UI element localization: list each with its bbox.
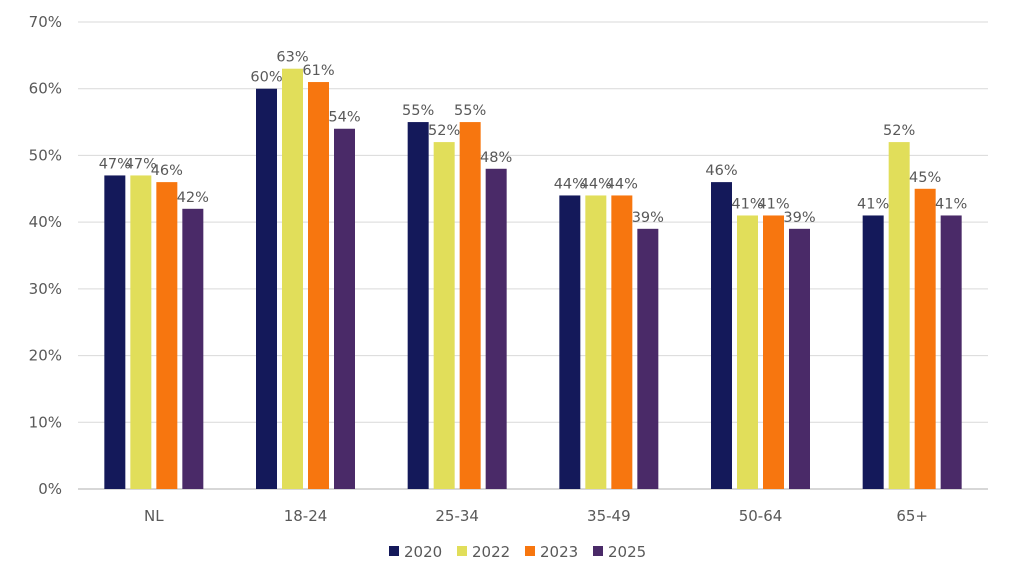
bar-2020-NL [104, 175, 126, 489]
bar-2025-25-34 [485, 168, 507, 489]
bar-2022-NL [130, 175, 152, 489]
data-label: 39% [783, 210, 815, 226]
data-label: 63% [276, 50, 308, 66]
x-tick-label: 65+ [896, 507, 928, 525]
legend-swatch [593, 546, 603, 556]
y-tick-label: 0% [38, 480, 62, 498]
bar-2020-18-24 [256, 88, 277, 489]
y-tick-label: 20% [29, 347, 62, 365]
x-tick-label: 50-64 [739, 507, 783, 525]
data-label: 55% [402, 103, 434, 119]
data-label: 52% [883, 123, 915, 139]
bar-2025-65+ [940, 215, 962, 489]
data-label: 52% [428, 123, 460, 139]
legend: 2020 2022 2023 2025 [389, 543, 646, 561]
y-tick-label: 10% [29, 413, 62, 431]
data-label: 44% [554, 176, 586, 192]
legend-swatch [389, 546, 399, 556]
x-tick-label: 18-24 [284, 507, 328, 525]
bar-2020-50-64 [711, 182, 732, 489]
data-label: 41% [857, 196, 889, 212]
legend-swatch [457, 546, 467, 556]
bar-2023-65+ [914, 188, 936, 490]
data-label: 42% [177, 190, 209, 206]
bars [104, 68, 962, 490]
y-tick-label: 40% [29, 213, 62, 231]
y-tick-label: 50% [29, 146, 62, 164]
data-label: 41% [935, 196, 967, 212]
data-label: 54% [328, 110, 360, 126]
bar-2023-NL [156, 182, 178, 489]
bar-2025-35-49 [637, 228, 659, 490]
legend-swatch [525, 546, 535, 556]
bar-2023-25-34 [459, 122, 481, 490]
legend-item-2023: 2023 [525, 543, 578, 561]
legend-label: 2025 [608, 543, 646, 561]
data-label: 39% [632, 210, 664, 226]
bar-2022-50-64 [737, 215, 758, 489]
data-label: 44% [606, 176, 638, 192]
y-tick-label: 30% [29, 280, 62, 298]
y-tick-label: 70% [29, 13, 62, 31]
data-label: 45% [909, 170, 941, 186]
y-tick-label: 60% [29, 80, 62, 98]
data-label: 47% [99, 156, 131, 172]
legend-item-2022: 2022 [457, 543, 510, 561]
bar-2020-65+ [862, 215, 884, 489]
data-label: 48% [480, 150, 512, 166]
legend-label: 2020 [404, 543, 442, 561]
bar-2025-18-24 [334, 128, 355, 489]
data-label: 60% [250, 70, 282, 86]
x-tick-label: NL [144, 507, 164, 525]
bar-2025-NL [182, 208, 204, 490]
x-tick-label: 35-49 [587, 507, 631, 525]
legend-label: 2023 [540, 543, 578, 561]
legend-label: 2022 [472, 543, 510, 561]
bar-2023-18-24 [308, 82, 329, 490]
bar-2025-50-64 [789, 228, 810, 490]
x-tick-label: 25-34 [435, 507, 479, 525]
data-label: 47% [125, 156, 157, 172]
gridlines [78, 21, 988, 490]
bar-2022-65+ [888, 142, 910, 490]
data-label: 41% [757, 196, 789, 212]
data-label: 44% [580, 176, 612, 192]
data-label: 41% [731, 196, 763, 212]
x-axis-ticks: NL 18-24 25-34 35-49 50-64 65+ [144, 507, 928, 525]
data-label: 61% [302, 63, 334, 79]
bar-2020-35-49 [559, 195, 581, 489]
bar-2022-25-34 [433, 142, 455, 490]
y-axis-ticks: 0% 10% 20% 30% 40% 50% 60% 70% [29, 13, 62, 498]
bar-2020-25-34 [407, 122, 429, 490]
data-labels: 47%47%46%42%60%63%61%54% 55%52%55%48%44%4… [99, 50, 968, 226]
bar-2022-18-24 [282, 68, 303, 489]
bar-2022-35-49 [585, 195, 607, 489]
legend-item-2020: 2020 [389, 543, 442, 561]
data-label: 55% [454, 103, 486, 119]
bar-2023-35-49 [611, 195, 633, 489]
data-label: 46% [705, 163, 737, 179]
legend-item-2025: 2025 [593, 543, 646, 561]
bar-2023-50-64 [763, 215, 784, 489]
data-label: 46% [151, 163, 183, 179]
